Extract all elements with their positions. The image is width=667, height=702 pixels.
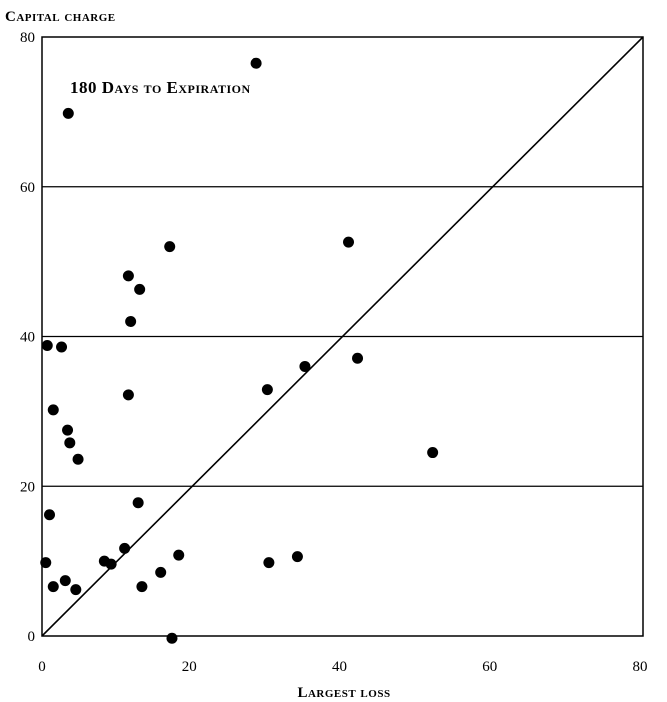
x-tick-label: 0 [38, 659, 46, 675]
y-axis-label: Capital charge [5, 9, 116, 25]
data-point [40, 557, 52, 569]
x-tick-label: 40 [332, 659, 347, 675]
reference-line [41, 36, 644, 637]
data-point [62, 107, 74, 119]
data-point [56, 341, 68, 353]
chart-title: 180 Days to Expiration [70, 78, 251, 97]
y-tick-label: 20 [20, 479, 35, 495]
data-point [134, 283, 146, 295]
y-tick-label: 0 [28, 629, 36, 645]
data-point [299, 360, 311, 372]
y-tick-label: 80 [20, 30, 35, 46]
data-point [62, 424, 74, 436]
data-point [173, 549, 185, 561]
data-point [125, 316, 137, 328]
data-point [70, 584, 82, 596]
y-tick-label: 60 [20, 180, 35, 196]
data-point [72, 453, 84, 465]
data-point [166, 632, 178, 644]
data-point [291, 551, 303, 563]
data-point [47, 581, 59, 593]
y-tick-label: 40 [20, 330, 35, 346]
data-point [47, 404, 59, 416]
data-point [44, 509, 56, 521]
data-point [263, 557, 275, 569]
data-point [427, 447, 439, 459]
data-point [59, 575, 71, 587]
data-point [132, 497, 144, 509]
data-point [261, 384, 273, 396]
data-point [64, 437, 76, 449]
x-tick-label: 80 [633, 659, 648, 675]
data-point [122, 270, 134, 282]
x-tick-label: 60 [482, 659, 497, 675]
data-point [122, 389, 134, 401]
data-point [136, 581, 148, 593]
x-tick-label: 20 [182, 659, 197, 675]
x-axis-label: Largest loss [297, 685, 390, 701]
data-point [119, 542, 131, 554]
data-point [105, 558, 117, 570]
data-point [343, 236, 355, 248]
data-point [164, 241, 176, 253]
data-point [250, 57, 262, 69]
data-point [155, 566, 167, 578]
data-point [41, 339, 53, 351]
data-point [352, 352, 364, 364]
